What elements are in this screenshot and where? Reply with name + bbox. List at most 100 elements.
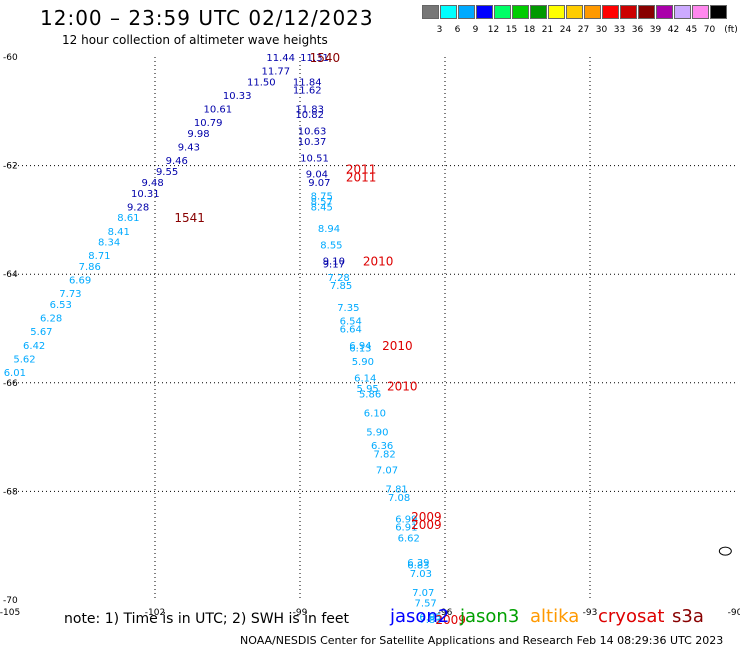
legend-swatch (530, 5, 547, 19)
legend-label: (ft) (724, 25, 738, 35)
legend-label: 27 (577, 25, 590, 35)
wave-height-label: 11.84 (293, 77, 322, 88)
wave-height-label: 6.53 (50, 300, 72, 311)
wave-height-label: 6.39 (407, 558, 429, 569)
wave-height-label: 5.86 (359, 390, 381, 401)
wave-height-label: 5.67 (30, 327, 52, 338)
legend-jason2: jason2 (390, 606, 450, 627)
wave-height-label: 9.04 (306, 170, 328, 181)
wave-height-label: 6.91 (395, 523, 417, 534)
y-tick-label: -68 (3, 487, 18, 497)
y-tick-label: -62 (3, 162, 18, 172)
wave-height-label: 6.14 (354, 373, 376, 384)
page-title: 12:00 – 23:59 UTC 02/12/2023 (40, 6, 374, 30)
legend-swatch (422, 5, 439, 19)
legend-cryosat: cryosat (598, 606, 665, 627)
wave-height-label: 8.61 (117, 213, 139, 224)
wave-height-label: 8.34 (98, 238, 120, 249)
legend-altika: altika (530, 606, 580, 627)
time-label: 2011 (346, 170, 377, 184)
wave-height-label: 6.36 (371, 441, 393, 452)
wave-height-label: 11.44 (266, 53, 295, 64)
legend-label: 39 (649, 25, 662, 35)
y-tick-label: -66 (3, 379, 18, 389)
legend-swatch (656, 5, 673, 19)
wave-height-label: 7.83 (419, 615, 441, 626)
wave-height-label: 6.42 (23, 341, 45, 352)
wave-height-label: 9.48 (141, 178, 163, 189)
wave-height-label: 7.07 (376, 466, 398, 477)
x-tick-label: -96 (438, 608, 453, 618)
page-subtitle: 12 hour collection of altimeter wave hei… (62, 33, 328, 47)
wave-height-label: 6.64 (340, 325, 362, 336)
x-tick-label: -102 (145, 608, 165, 618)
wave-height-label: 9.07 (308, 178, 330, 189)
wave-height-label: 8.57 (311, 197, 333, 208)
legend-s3a: s3a (672, 606, 704, 627)
legend-swatch (602, 5, 619, 19)
legend-jason3: jason3 (460, 606, 520, 627)
wave-height-label: 6.54 (340, 316, 362, 327)
note-text: note: 1) Time is in UTC; 2) SWH is in fe… (64, 611, 350, 627)
legend-label: 42 (667, 25, 680, 35)
wave-height-label: 7.35 (337, 303, 359, 314)
wave-height-label: 9.55 (156, 167, 178, 178)
time-label: 2009 (411, 518, 442, 532)
legend-swatch (674, 5, 691, 19)
wave-height-label: 9.98 (187, 129, 209, 140)
wave-height-label: 10.61 (204, 105, 233, 116)
wave-height-label: 5.90 (352, 357, 374, 368)
wave-height-label: 10.79 (194, 118, 223, 129)
wave-height-label: 9.10 (323, 257, 345, 268)
wave-height-label: 11.50 (247, 77, 276, 88)
legend-label: 70 (703, 25, 716, 35)
wave-height-label: 6.28 (40, 314, 62, 325)
legend-label: 15 (505, 25, 518, 35)
wave-height-label: 7.81 (386, 485, 408, 496)
legend-label: 24 (559, 25, 572, 35)
legend-label: 45 (685, 25, 698, 35)
time-label: 1540 (310, 51, 341, 65)
legend-swatch (710, 5, 727, 19)
x-tick-label: -90 (728, 608, 740, 618)
time-label: 2009 (411, 510, 442, 524)
legend-swatch (584, 5, 601, 19)
wave-height-label: 9.46 (166, 156, 188, 167)
x-tick-label: -93 (583, 608, 598, 618)
wave-height-label: 5.62 (13, 354, 35, 365)
wave-height-label: 7.08 (388, 493, 410, 504)
legend-label: 30 (595, 25, 608, 35)
wave-height-label: 6.01 (4, 368, 26, 379)
wave-height-label: 10.31 (131, 189, 160, 200)
wave-height-label: 6.62 (398, 534, 420, 545)
wave-height-label: 9.43 (178, 143, 200, 154)
legend-swatch (638, 5, 655, 19)
legend-swatch (620, 5, 637, 19)
legend-swatch (476, 5, 493, 19)
wave-height-label: 11.62 (293, 86, 322, 97)
legend-label: 21 (541, 25, 554, 35)
wave-height-label: 8.75 (311, 191, 333, 202)
y-tick-label: -70 (3, 596, 18, 606)
legend-swatch (548, 5, 565, 19)
wave-height-label: 6.10 (364, 409, 386, 420)
legend-swatch (458, 5, 475, 19)
time-label: 2010 (382, 339, 413, 353)
wave-height-label: 7.82 (373, 449, 395, 460)
legend-label: 6 (454, 25, 461, 35)
wave-height-label: 7.85 (330, 281, 352, 292)
wave-height-label: 6.99 (395, 515, 417, 526)
wave-height-label: 5.95 (357, 384, 379, 395)
wave-height-label: 10.63 (298, 126, 327, 137)
footer-credit: NOAA/NESDIS Center for Satellite Applica… (240, 634, 724, 647)
y-tick-label: -60 (3, 53, 18, 63)
wave-height-label: 7.73 (59, 289, 81, 300)
wave-height-label: 10.82 (295, 110, 324, 121)
wave-height-label: 6.83 (407, 561, 429, 572)
time-label: 2011 (346, 162, 377, 176)
time-label: 1541 (174, 211, 205, 225)
wave-height-label: 7.28 (328, 273, 350, 284)
wave-height-label: 8.71 (88, 251, 110, 262)
wave-height-label: 5.90 (366, 428, 388, 439)
